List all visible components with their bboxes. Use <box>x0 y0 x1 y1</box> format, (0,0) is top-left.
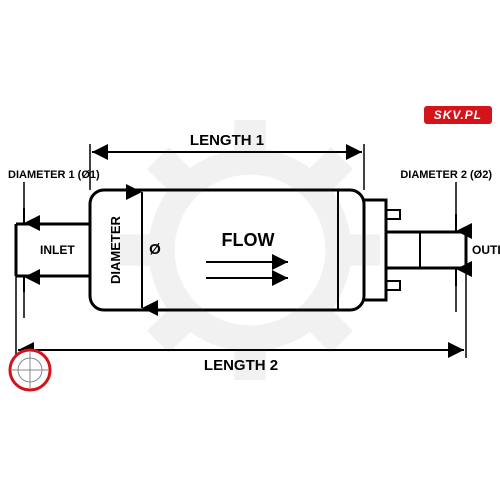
label-diameter1: DIAMETER 1 (Ø1) <box>8 169 100 181</box>
label-length2: LENGTH 2 <box>204 357 278 374</box>
pump-outline <box>16 190 466 310</box>
pump-diagram: LENGTH 1 LENGTH 2 DIAMETER 1 (Ø1) DIAMET… <box>0 0 500 500</box>
dim-length1 <box>90 144 364 190</box>
label-diameter-sym: Ø <box>149 241 161 258</box>
label-inlet: INLET <box>40 243 75 257</box>
brand-text: SKV.PL <box>434 108 482 122</box>
flow-arrows <box>206 262 288 278</box>
label-diameter: DIAMETER <box>108 215 123 284</box>
brand-badge: SKV.PL <box>424 106 492 124</box>
seal-badge <box>8 348 52 392</box>
label-flow: FLOW <box>222 230 275 250</box>
label-diameter2: DIAMETER 2 (Ø2) <box>400 169 492 181</box>
label-outlet: OUTLET <box>472 243 500 257</box>
label-length1: LENGTH 1 <box>190 132 264 149</box>
